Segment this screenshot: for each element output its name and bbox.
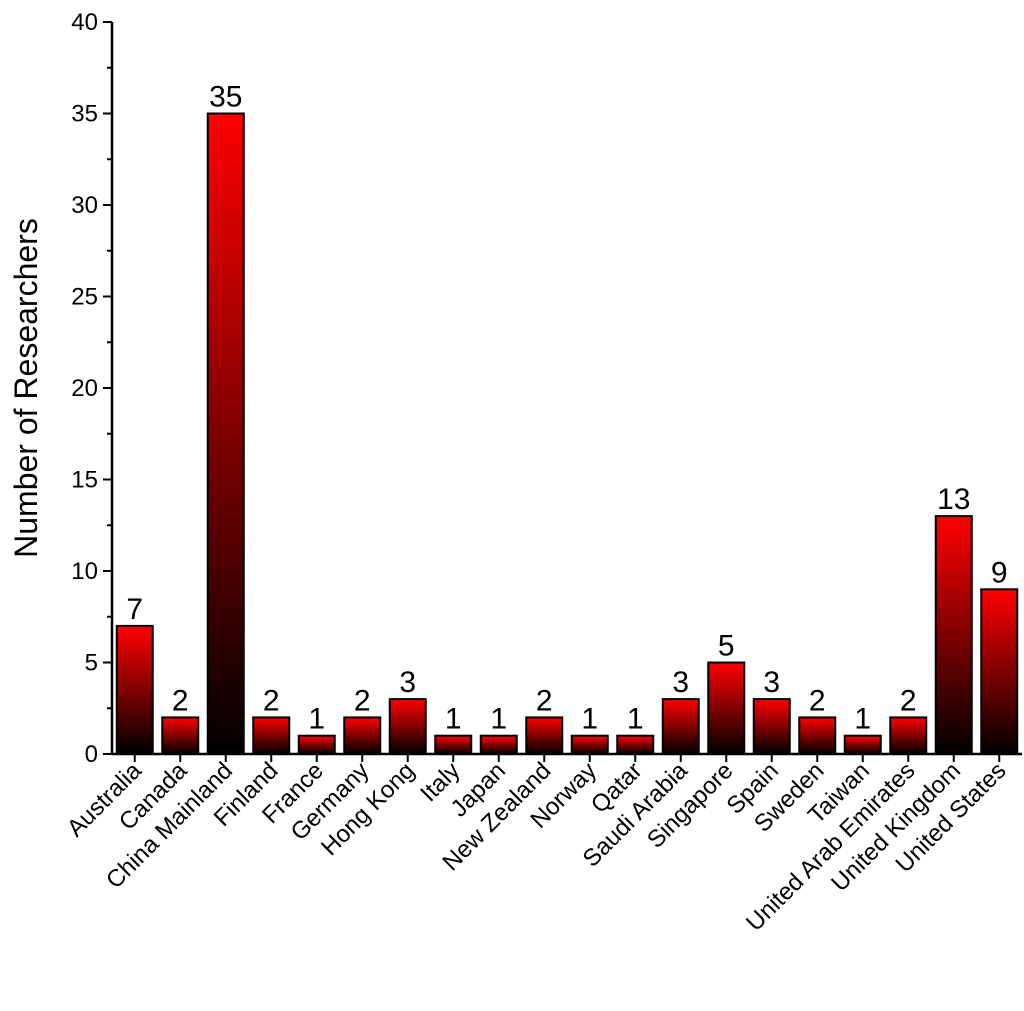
data-label: 5	[718, 630, 735, 663]
data-label: 2	[354, 684, 371, 717]
data-label: 2	[172, 684, 189, 717]
bar	[479, 734, 518, 756]
data-label: 9	[991, 556, 1008, 589]
data-label: 2	[900, 684, 917, 717]
data-label: 1	[854, 703, 871, 736]
bar	[161, 716, 200, 756]
y-tick-label: 35	[71, 101, 98, 128]
data-label: 35	[209, 81, 242, 114]
bar	[115, 624, 154, 756]
y-tick-label: 20	[71, 375, 98, 402]
bar	[525, 716, 564, 756]
y-tick-label: 0	[85, 741, 98, 768]
y-axis-title: Number of Researchers	[8, 218, 44, 558]
y-tick-label: 25	[71, 284, 98, 311]
data-label: 3	[399, 666, 416, 699]
bar	[434, 734, 473, 756]
data-label: 3	[672, 666, 689, 699]
bar	[843, 734, 882, 756]
data-label: 1	[445, 703, 462, 736]
data-label: 2	[536, 684, 553, 717]
data-label: 13	[937, 483, 970, 516]
bar	[343, 716, 382, 756]
y-tick-label: 30	[71, 192, 98, 219]
bars-group	[115, 112, 1019, 756]
bar	[707, 661, 746, 755]
y-axis: 0 5 10 15 20 25 30 35 40	[71, 9, 114, 768]
bar	[388, 698, 427, 755]
data-label: 1	[581, 703, 598, 736]
data-label: 1	[308, 703, 325, 736]
y-tick-label: 40	[71, 9, 98, 36]
bar	[661, 698, 700, 755]
data-label: 1	[627, 703, 644, 736]
bar	[798, 716, 837, 756]
data-label: 2	[809, 684, 826, 717]
bar	[752, 698, 791, 755]
bar	[889, 716, 928, 756]
data-label: 7	[126, 593, 143, 626]
bar	[980, 588, 1019, 755]
bar	[206, 112, 245, 755]
bar	[252, 716, 291, 756]
data-label: 2	[263, 684, 280, 717]
bar	[297, 734, 336, 756]
bar	[616, 734, 655, 756]
data-label: 1	[490, 703, 507, 736]
y-tick-label: 10	[71, 558, 98, 585]
y-tick-label: 5	[85, 650, 98, 677]
bar	[570, 734, 609, 756]
data-label: 3	[763, 666, 780, 699]
y-tick-label: 15	[71, 467, 98, 494]
bar	[934, 515, 973, 755]
